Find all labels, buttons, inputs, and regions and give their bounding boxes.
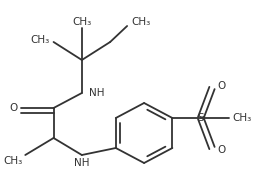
Text: NH: NH	[74, 158, 90, 168]
Text: CH₃: CH₃	[233, 113, 252, 123]
Text: S: S	[197, 113, 204, 123]
Text: O: O	[218, 81, 226, 91]
Text: CH₃: CH₃	[3, 156, 22, 166]
Text: O: O	[9, 103, 18, 113]
Text: CH₃: CH₃	[131, 17, 150, 27]
Text: CH₃: CH₃	[30, 35, 50, 45]
Text: NH: NH	[89, 88, 105, 98]
Text: O: O	[218, 145, 226, 155]
Text: CH₃: CH₃	[72, 17, 91, 27]
